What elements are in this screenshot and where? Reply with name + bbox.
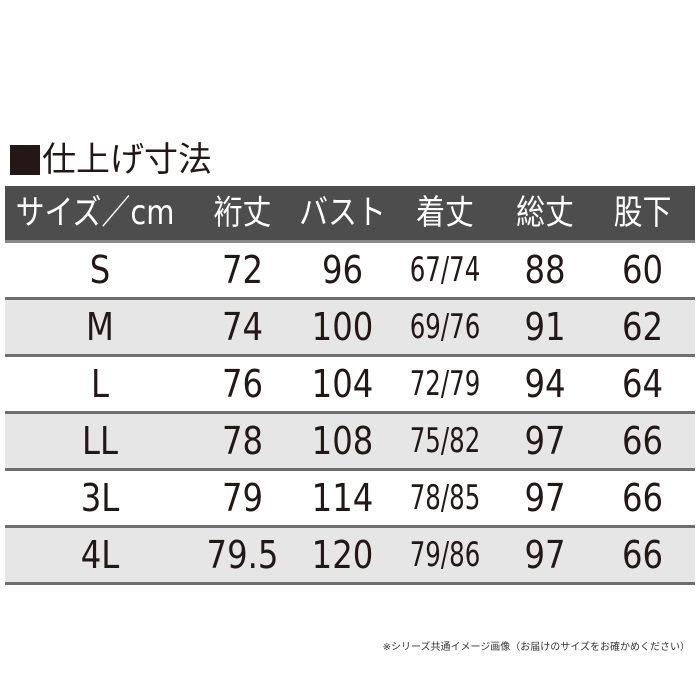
footnote: ※シリーズ共通イメージ画像（お届けのサイズをお確かめください） [382, 642, 690, 653]
section-title: 仕上げ寸法 [10, 138, 212, 182]
cell-length: 67/74 [409, 250, 481, 290]
cell-sleeve: 79 [221, 476, 264, 520]
cell-size: 3L [80, 476, 120, 520]
square-bullet-icon [10, 145, 40, 175]
cell-bust: 100 [311, 305, 374, 349]
cell-total-length: 97 [524, 476, 566, 520]
header-sleeve: 裄丈 [213, 193, 272, 233]
cell-length: 72/79 [409, 364, 481, 404]
cell-inseam: 62 [621, 305, 664, 349]
header-bust: バスト [299, 193, 386, 233]
cell-inseam: 64 [621, 362, 664, 406]
header-size: サイズ／cm [15, 193, 175, 233]
cell-inseam: 66 [621, 419, 664, 463]
cell-inseam: 66 [621, 476, 664, 520]
cell-total-length: 88 [524, 248, 566, 292]
cell-sleeve: 78 [221, 419, 264, 463]
cell-length: 78/85 [409, 478, 481, 518]
table-header: サイズ／cm 裄丈 バスト 着丈 総丈 股下 [5, 186, 695, 243]
cell-bust: 108 [311, 419, 374, 463]
table-row: S 72 96 67/74 88 60 [5, 243, 695, 300]
table-row: L 76 104 72/79 94 64 [5, 357, 695, 414]
cell-length: 75/82 [409, 421, 481, 461]
cell-bust: 120 [311, 533, 374, 577]
cell-sleeve: 72 [221, 248, 264, 292]
table-row: 3L 79 114 78/85 97 66 [5, 471, 695, 528]
cell-size: M [86, 305, 114, 349]
section-title-text: 仕上げ寸法 [42, 140, 212, 180]
header-inseam: 股下 [613, 193, 672, 233]
table-row: LL 78 108 75/82 97 66 [5, 414, 695, 471]
cell-inseam: 60 [621, 248, 664, 292]
cell-total-length: 91 [524, 305, 566, 349]
table-row: 4L 79.5 120 79/86 97 66 [5, 528, 695, 585]
cell-bust: 114 [311, 476, 374, 520]
cell-total-length: 94 [524, 362, 566, 406]
cell-size: LL [82, 419, 118, 463]
cell-bust: 104 [311, 362, 374, 406]
cell-length: 69/76 [409, 307, 481, 347]
size-table: サイズ／cm 裄丈 バスト 着丈 総丈 股下 S 72 96 67/74 88 60 M 74… [5, 186, 695, 585]
table-row: M 74 100 69/76 91 62 [5, 300, 695, 357]
header-total-length: 総丈 [516, 193, 574, 233]
cell-total-length: 97 [524, 533, 566, 577]
cell-total-length: 97 [524, 419, 566, 463]
cell-size: 4L [80, 533, 120, 577]
cell-size: L [90, 362, 109, 406]
cell-inseam: 66 [621, 533, 664, 577]
cell-sleeve: 76 [221, 362, 264, 406]
cell-size: S [89, 248, 111, 292]
cell-sleeve: 74 [221, 305, 264, 349]
cell-sleeve: 79.5 [206, 533, 279, 577]
cell-length: 79/86 [409, 535, 481, 575]
cell-bust: 96 [321, 248, 364, 292]
header-length: 着丈 [416, 193, 474, 233]
